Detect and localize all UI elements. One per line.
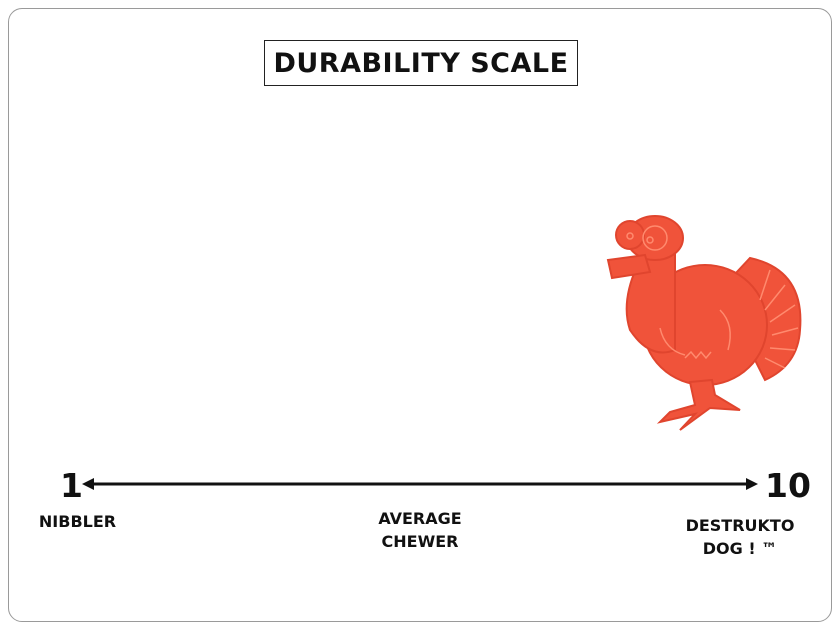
nibbler-caption: NIBBLER [20, 510, 135, 533]
nibbler-text: NIBBLER [38, 512, 117, 531]
chewer-text: CHEWER [381, 532, 459, 551]
arrow-right-icon [746, 478, 758, 490]
page-title: DURABILITY SCALE [264, 40, 578, 86]
destrukto-dog-caption: DESTRUKTO DOG ! ™ [660, 514, 820, 560]
average-text: AVERAGE [378, 509, 462, 528]
dog-text: DOG ! ™ [702, 539, 778, 558]
scale-min-label: 1 [60, 466, 83, 505]
scale-max-label: 10 [765, 466, 811, 505]
scale-arrow [82, 478, 758, 490]
destrukto-text: DESTRUKTO [685, 516, 795, 535]
arrow-left-icon [82, 478, 94, 490]
turkey-toy-image [606, 215, 802, 431]
average-chewer-caption: AVERAGE CHEWER [350, 507, 490, 553]
